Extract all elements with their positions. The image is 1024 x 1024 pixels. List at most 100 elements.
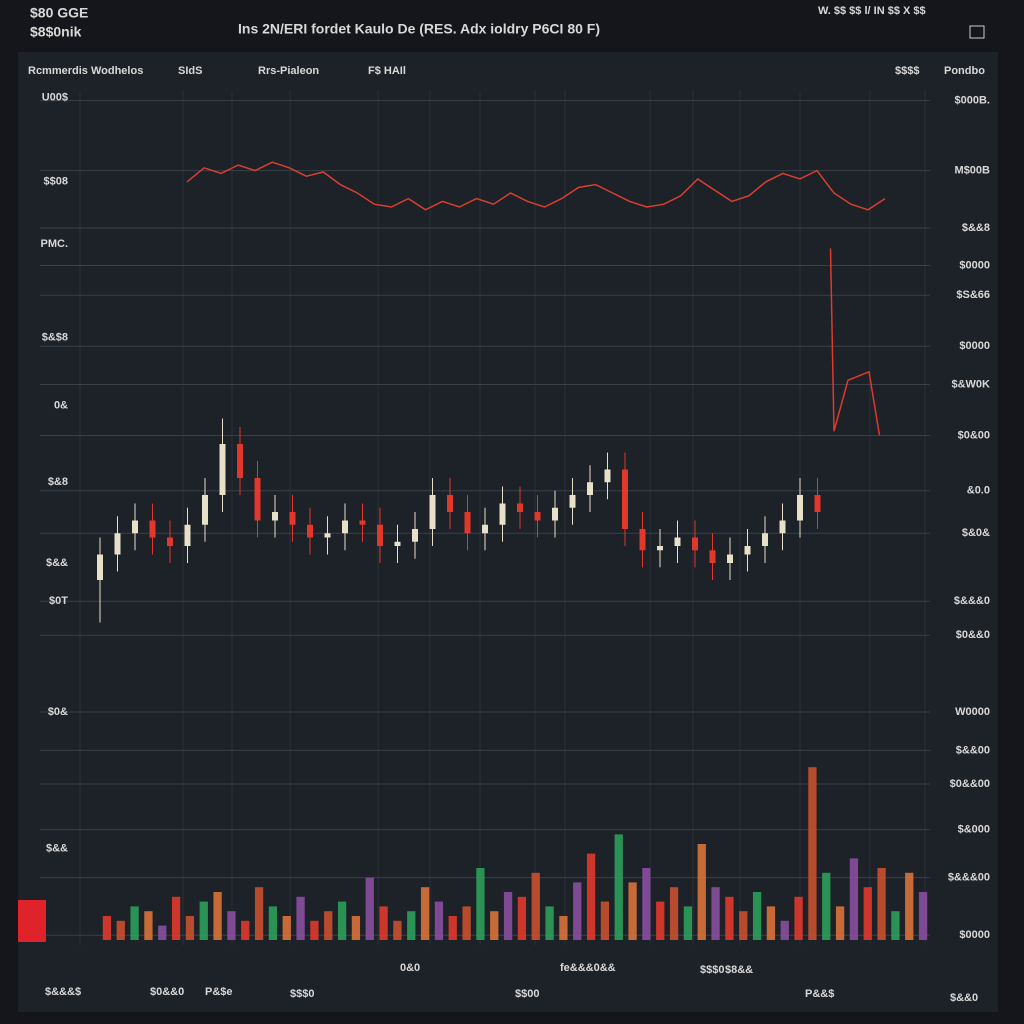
candle-body xyxy=(412,529,418,542)
y2-tick-label: $0T xyxy=(49,595,68,607)
candle-body xyxy=(272,512,278,521)
candle-body xyxy=(237,444,243,478)
volume-bar xyxy=(559,916,568,940)
volume-bar xyxy=(808,767,817,940)
volume-bar xyxy=(476,868,485,940)
volume-bar xyxy=(144,911,153,940)
volume-bar xyxy=(448,916,457,940)
y-tick-label: $S&66 xyxy=(956,289,990,301)
volume-bar xyxy=(739,911,748,940)
volume-bar xyxy=(586,853,596,940)
volume-bar xyxy=(462,906,471,940)
y-tick-label: M$00B xyxy=(955,165,991,177)
volume-bar xyxy=(213,892,222,940)
footer-label: P&&$ xyxy=(805,988,834,1000)
candle-body xyxy=(604,469,611,483)
volume-bar xyxy=(905,872,914,940)
volume-bar xyxy=(697,844,706,940)
volume-bar xyxy=(171,896,181,940)
y2-tick-label: PMC. xyxy=(41,238,69,250)
price-line xyxy=(186,161,886,211)
candle-body xyxy=(289,512,296,525)
candle-body xyxy=(447,495,453,512)
y-tick-label: W0000 xyxy=(955,706,990,718)
volume-bar xyxy=(711,887,720,940)
toolbar-item[interactable]: Rcmmerdis Wodhelos xyxy=(28,65,143,77)
window-button[interactable] xyxy=(969,25,985,39)
toolbar-item[interactable]: $$$$ xyxy=(895,65,919,77)
volume-bar xyxy=(420,887,430,940)
volume-bar xyxy=(351,916,361,940)
footer-label: $&&&$ xyxy=(45,986,81,998)
volume-bar xyxy=(780,920,789,940)
candle-body xyxy=(464,512,471,534)
candle-body xyxy=(359,520,366,525)
volume-bar xyxy=(227,911,236,940)
y-tick-label: $&&00 xyxy=(956,744,990,756)
volume-bar xyxy=(822,872,831,940)
volume-bar xyxy=(434,901,444,940)
volume-bar xyxy=(600,901,610,940)
candle-body xyxy=(254,478,261,521)
volume-bar xyxy=(863,887,872,940)
volume-bar xyxy=(393,920,402,940)
footer-label: 0&0 xyxy=(400,962,420,974)
y2-tick-label: $&8 xyxy=(48,476,68,488)
candle-body xyxy=(307,524,313,538)
volume-bar xyxy=(531,872,540,940)
volume-bar xyxy=(891,911,900,940)
candle-body xyxy=(552,507,558,521)
footer-label: $$$0 xyxy=(290,988,314,1000)
candle-body xyxy=(517,503,523,512)
volume-bar xyxy=(545,906,554,940)
volume-bar xyxy=(407,911,416,940)
candle-body xyxy=(622,469,628,529)
volume-bar xyxy=(241,920,250,940)
candle-body xyxy=(219,444,226,495)
toolbar-item[interactable]: Rrs-Pialeon xyxy=(258,65,319,77)
toolbar-item[interactable]: F$ HAIl xyxy=(368,65,406,77)
volume-bar xyxy=(877,868,886,940)
candle-body xyxy=(202,495,208,525)
footer-label: $$$0 xyxy=(700,964,724,976)
volume-bar xyxy=(794,896,803,940)
toolbar-item[interactable]: SIdS xyxy=(178,65,202,77)
volume-bar xyxy=(268,906,278,940)
candle-body xyxy=(797,495,803,521)
volume-bar xyxy=(517,896,527,940)
candle-body xyxy=(149,520,156,538)
volume-bar xyxy=(130,906,139,940)
candle-body xyxy=(499,503,506,525)
volume-bar xyxy=(766,906,776,940)
y-tick-label: $000B. xyxy=(955,95,990,107)
y2-tick-label: $&& xyxy=(46,843,68,855)
candle-body xyxy=(814,495,821,512)
y-tick-label: $0&&0 xyxy=(956,629,990,641)
footer-label: $&&0 xyxy=(950,992,978,1004)
y2-tick-label: $$08 xyxy=(44,176,68,188)
indicator[interactable] xyxy=(18,900,46,942)
candle-body xyxy=(587,482,593,495)
volume-bar xyxy=(683,906,693,940)
toolbar-item[interactable]: Pondbo xyxy=(944,65,985,77)
volume-bar xyxy=(849,858,859,940)
candle-body xyxy=(342,520,348,534)
panel xyxy=(18,52,998,1012)
status: W. $$ $$ l/ IN $$ X $$ xyxy=(818,5,926,17)
volume-bar xyxy=(614,834,623,940)
candle-body xyxy=(429,495,436,529)
volume-bar xyxy=(379,906,388,940)
candle-body xyxy=(657,546,663,551)
overlay-line xyxy=(829,248,881,436)
volume-bar xyxy=(282,916,291,940)
volume-bar xyxy=(669,887,679,940)
volume-bar xyxy=(628,882,637,940)
volume-bar xyxy=(199,901,208,940)
candle-body xyxy=(762,533,768,546)
footer-label: $0&&0 xyxy=(150,986,184,998)
footer-label: fe&&&0&& xyxy=(560,962,616,974)
y-tick-label: $&000 xyxy=(958,824,990,836)
footer-label: P&$e xyxy=(205,986,233,998)
candle-body xyxy=(569,495,576,508)
volume-bar xyxy=(116,920,125,940)
